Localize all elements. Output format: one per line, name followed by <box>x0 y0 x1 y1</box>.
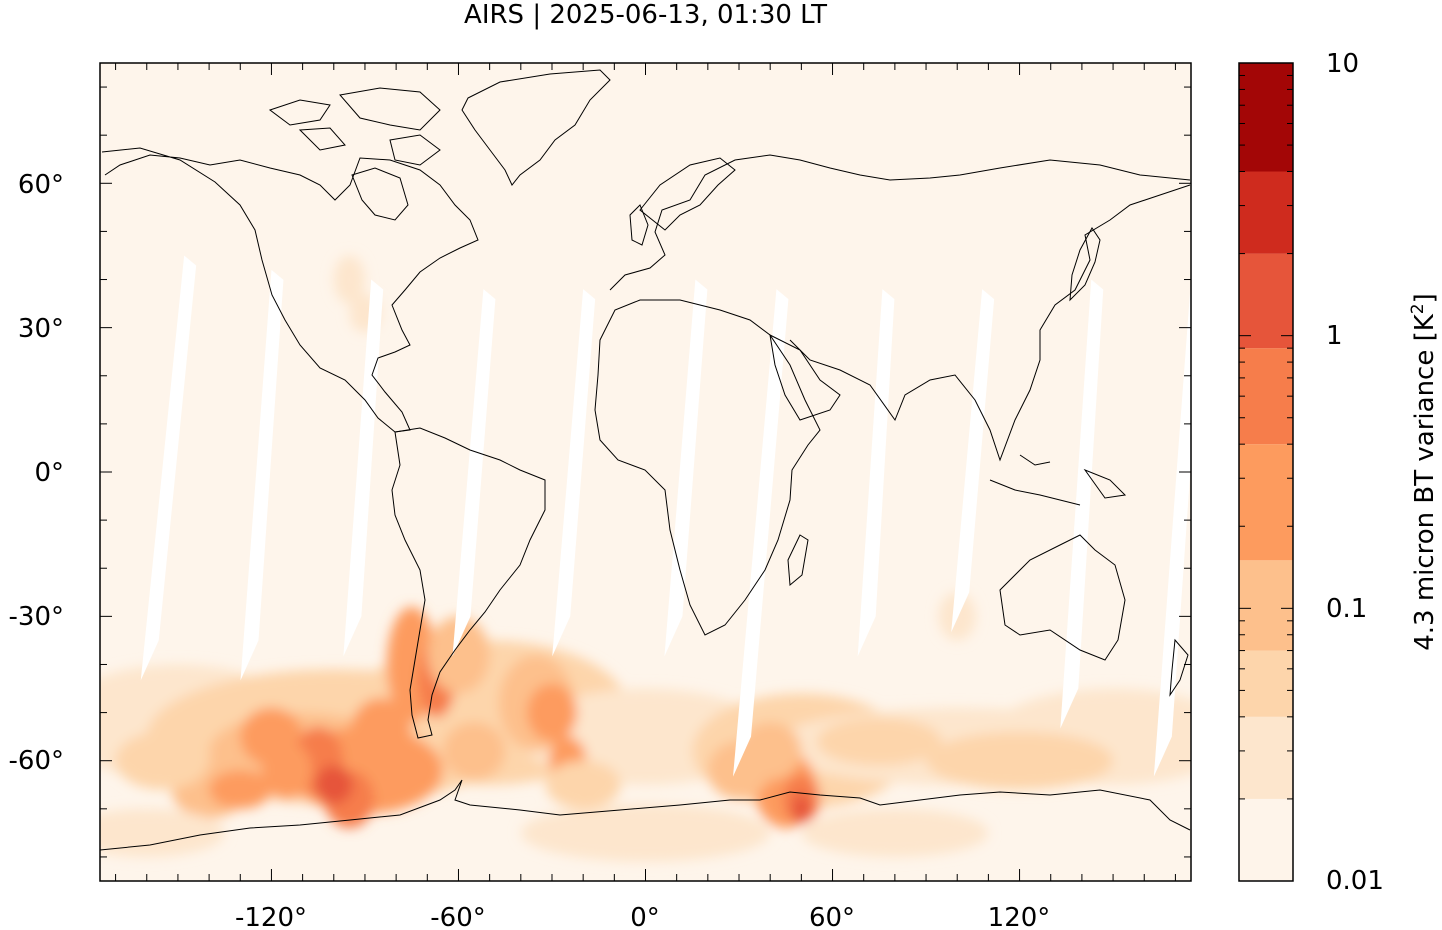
colorbar-level <box>1239 716 1293 799</box>
x-tick-label-4: 60° <box>809 903 855 930</box>
x-tick-label-5: 120° <box>988 903 1051 930</box>
colorbar-level <box>1239 560 1293 651</box>
coastline-south-america <box>391 427 546 739</box>
x-tick-label-3: 0° <box>630 903 660 930</box>
coastline-australia <box>999 534 1126 661</box>
coastline-africa <box>594 299 821 636</box>
variance-blob <box>545 760 621 809</box>
variance-blob <box>801 808 989 857</box>
coastline-maritime-se-asia <box>989 454 1127 506</box>
coastline-arabia <box>769 334 841 421</box>
swath-gap <box>140 255 197 681</box>
variance-blob <box>442 722 506 780</box>
y-tick-label-4: -30° <box>9 602 64 632</box>
swath-gap <box>240 269 284 681</box>
colorbar-tick-0.1: 0.1 <box>1326 594 1367 624</box>
variance-blob <box>520 804 771 862</box>
colorbar-level <box>1239 63 1293 172</box>
variance-blob <box>349 698 412 776</box>
variance-blob <box>115 731 210 790</box>
x-tick-label-2: -60° <box>430 903 485 930</box>
variance-blob <box>100 808 225 857</box>
variance-field <box>100 255 1191 862</box>
swath-gaps <box>140 255 1191 777</box>
coastline-japan <box>1069 227 1101 302</box>
coastline-europe <box>609 154 1191 291</box>
map-ticks <box>100 63 1191 881</box>
x-tick-label-1: -120° <box>235 903 307 930</box>
swath-gap <box>733 289 789 777</box>
swath-gap <box>343 279 384 657</box>
colorbar-level <box>1239 444 1293 561</box>
variance-blob <box>739 722 802 780</box>
colorbar-level <box>1239 798 1293 881</box>
colorbar: 10 1 0.1 0.01 4.3 micron BT variance [K2… <box>1238 49 1440 896</box>
variance-blob <box>333 255 365 304</box>
colorbar-level <box>1239 650 1293 717</box>
variance-blob <box>792 794 811 824</box>
map-title: AIRS | 2025-06-13, 01:30 LT <box>464 0 827 30</box>
coastline-madagascar <box>787 534 809 587</box>
swath-gap <box>951 289 995 633</box>
y-tick-label-2: 30° <box>18 314 64 344</box>
coastline-greenland <box>461 69 611 186</box>
colorbar-tick-0.01: 0.01 <box>1326 866 1384 896</box>
latitude-labels: 60° 30° 0° -30° -60° <box>9 170 64 776</box>
colorbar-levels <box>1239 63 1293 881</box>
swath-gap <box>452 289 496 657</box>
variance-blob <box>427 616 490 694</box>
colorbar-level <box>1239 348 1293 445</box>
colorbar-label: 4.3 micron BT variance [K2] <box>1408 293 1440 651</box>
swath-gap <box>1060 279 1104 729</box>
y-tick-label-1: 60° <box>18 170 64 200</box>
coastline-antarctica <box>100 779 1191 851</box>
longitude-labels: -120° -60° 0° 60° 120° <box>235 903 1050 930</box>
variance-blob <box>926 731 1114 790</box>
coastline-great-britain <box>629 204 649 246</box>
y-tick-label-3: 0° <box>34 458 64 488</box>
variance-blob <box>816 717 942 766</box>
y-tick-label-5: -60° <box>9 746 64 776</box>
variance-blob <box>527 683 577 742</box>
colorbar-level <box>1239 253 1293 349</box>
colorbar-frame <box>1238 62 1294 882</box>
map-plot-area <box>100 63 1191 881</box>
coastline-north-america <box>101 147 479 433</box>
coastline-scandinavia <box>639 157 736 231</box>
coastline-new-zealand <box>1169 638 1189 697</box>
coastline-arctic-islands <box>268 87 441 166</box>
swath-gap <box>664 279 708 657</box>
colorbar-ticks <box>1239 74 1293 882</box>
variance-blob <box>209 770 272 809</box>
colorbar-tick-10: 10 <box>1326 49 1359 79</box>
swath-gap <box>857 289 895 657</box>
variance-blob <box>262 741 312 800</box>
swath-gap <box>552 289 596 657</box>
colorbar-tick-1: 1 <box>1326 321 1343 351</box>
coastline-hudson-bay <box>351 167 409 221</box>
variance-blob <box>315 765 353 805</box>
colorbar-level <box>1239 171 1293 254</box>
variance-blobs <box>100 255 1191 862</box>
coastlines <box>100 69 1191 851</box>
swath-gap <box>1153 279 1191 777</box>
